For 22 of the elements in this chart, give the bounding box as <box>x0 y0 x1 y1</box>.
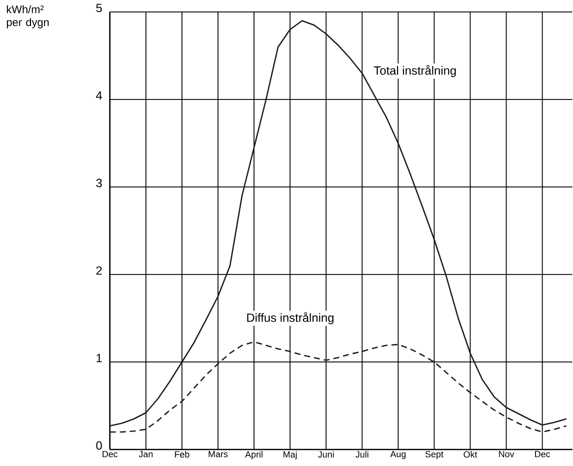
x-tick-label: Nov <box>499 450 514 458</box>
y-tick-label: 1 <box>96 354 102 362</box>
y-tick-label: 2 <box>96 266 102 274</box>
x-tick-label: Maj <box>284 450 297 460</box>
series-label: Total instrålning <box>374 64 456 77</box>
x-tick-label: Dec <box>535 450 550 458</box>
x-tick-label: Sept <box>425 450 444 459</box>
x-tick-label: Juni <box>318 450 334 458</box>
y-axis-title: kWh/m² per dygn <box>6 4 49 28</box>
x-tick-label: Aug <box>390 450 406 459</box>
y-tick-label: 5 <box>96 4 102 12</box>
x-tick-label: Jan <box>138 450 153 458</box>
x-tick-label: Okt <box>464 450 478 458</box>
x-tick-label: Dec <box>102 450 118 458</box>
y-tick-label: 0 <box>96 441 102 450</box>
x-tick-label: Juli <box>356 450 368 458</box>
series-label: Diffus instrålning <box>247 312 334 324</box>
y-tick-label: 4 <box>96 91 102 100</box>
x-tick-label: Mars <box>208 450 228 458</box>
x-tick-label: April <box>245 450 262 460</box>
y-tick-label: 3 <box>96 178 102 187</box>
x-tick-label: Feb <box>174 450 190 458</box>
